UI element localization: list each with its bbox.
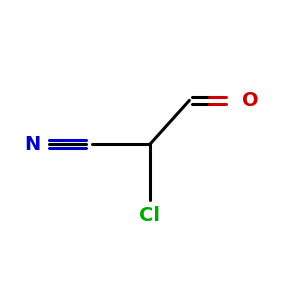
Text: Cl: Cl [140, 206, 160, 225]
Text: O: O [242, 91, 259, 110]
Text: N: N [24, 135, 40, 154]
